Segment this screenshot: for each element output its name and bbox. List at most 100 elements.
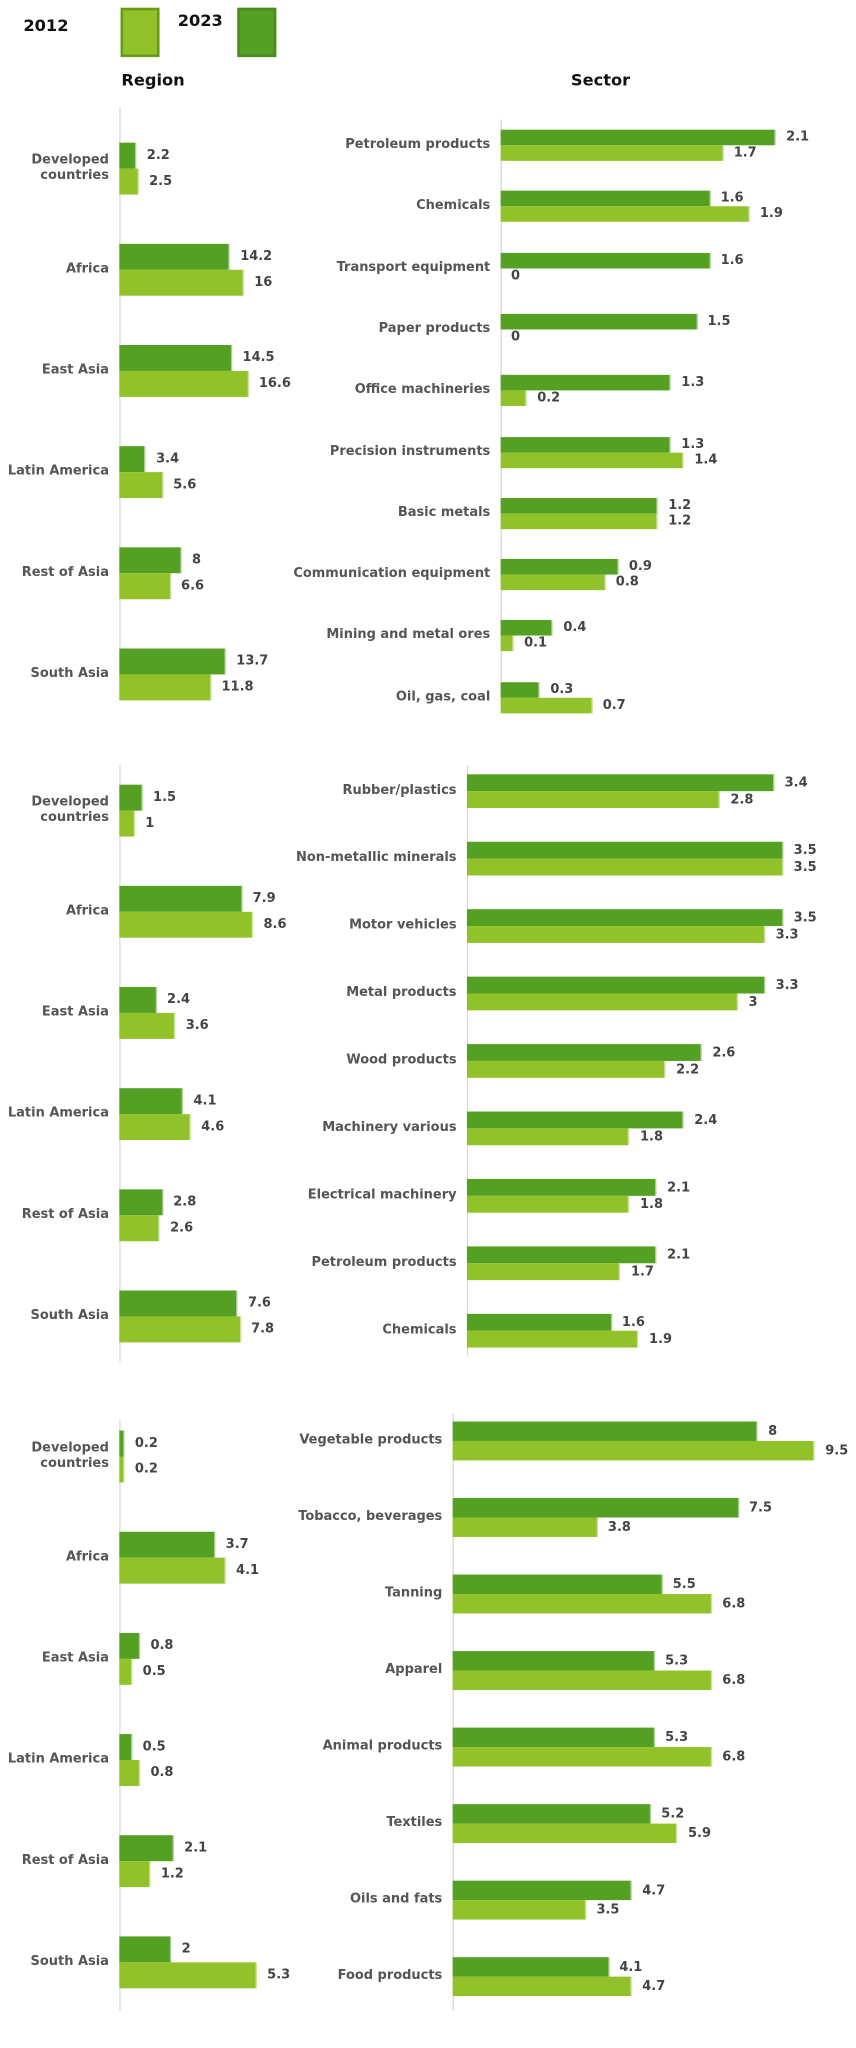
- bar-2023: [500, 559, 619, 575]
- bar-2012: [119, 1557, 226, 1584]
- bar-2012: [119, 472, 163, 499]
- bar-2012: [119, 1114, 191, 1141]
- bar-2023: [119, 243, 230, 270]
- value-label-2023: 5.2: [661, 1806, 685, 1821]
- value-label-2023: 7.9: [252, 891, 276, 906]
- value-label-2023: 2.6: [712, 1045, 736, 1060]
- bar-2023: [119, 1835, 174, 1862]
- value-label-2012: 3.8: [607, 1520, 631, 1535]
- value-label-2023: 1.5: [707, 314, 731, 329]
- value-label-2012: 5.6: [173, 477, 197, 493]
- category-label: Transport equipment: [336, 260, 491, 275]
- category-label: Apparel: [385, 1662, 443, 1678]
- bar-2023: [119, 648, 226, 675]
- bar-2012: [466, 1195, 630, 1213]
- category-label: Non-metallic minerals: [296, 850, 457, 866]
- value-label-2012: 5.9: [687, 1826, 711, 1841]
- category-label: Latin America: [7, 1752, 109, 1767]
- value-label-2023: 1.6: [621, 1315, 645, 1330]
- category-label: Rest of Asia: [21, 1207, 109, 1222]
- value-label-2023: 3.4: [784, 775, 808, 790]
- bar-2012: [119, 1456, 125, 1483]
- category-label: Developed countries: [31, 795, 109, 825]
- category-label: Africa: [65, 904, 109, 919]
- bar-2012: [119, 810, 135, 837]
- bar-2012: [119, 168, 139, 195]
- value-label-2012: 3.5: [793, 859, 817, 875]
- value-label-2023: 1.6: [720, 253, 744, 268]
- value-label-2012: 3.5: [596, 1902, 620, 1917]
- category-label: Office machineries: [354, 382, 491, 398]
- bar-2023: [119, 1088, 184, 1115]
- value-label-2023: 4.1: [193, 1094, 217, 1109]
- category-label: Latin America: [7, 1106, 109, 1121]
- category-label: Motor vehicles: [349, 918, 457, 933]
- value-label-2023: 0.9: [628, 559, 652, 575]
- region-title: Region: [121, 70, 185, 90]
- bar-2023: [466, 774, 775, 792]
- value-label-2012: 1.9: [649, 1332, 673, 1347]
- bar-2023: [500, 129, 776, 146]
- bar-2012: [452, 1900, 587, 1920]
- bar-2012: [500, 636, 514, 652]
- category-label: Animal products: [322, 1739, 443, 1754]
- bar-2012: [119, 674, 212, 701]
- category-label: East Asia: [41, 1651, 109, 1666]
- category-label: Rest of Asia: [21, 565, 109, 580]
- category-label: Petroleum products: [311, 1255, 457, 1270]
- value-label-2023: 1.3: [681, 375, 705, 390]
- value-label-2023: 3.4: [156, 452, 180, 467]
- category-label: Oil, gas, coal: [395, 689, 491, 704]
- bar-2012: [500, 513, 658, 529]
- category-label: Vegetable products: [299, 1433, 443, 1448]
- value-label-2023: 2.8: [173, 1195, 197, 1210]
- value-label-2012: 2.5: [149, 174, 173, 189]
- value-label-2023: 7.6: [247, 1296, 271, 1311]
- value-label-2023: 1.5: [153, 790, 177, 805]
- value-label-2012: 2.6: [170, 1221, 194, 1236]
- bar-2023: [119, 142, 137, 169]
- bar-2012: [500, 697, 593, 713]
- category-label: Rest of Asia: [21, 1853, 109, 1868]
- bar-2012: [452, 1976, 632, 1997]
- value-label-2023: 4.7: [642, 1883, 666, 1898]
- axis-line: [119, 1420, 121, 2011]
- value-label-2012: 1.7: [733, 145, 757, 161]
- bar-2023: [119, 987, 157, 1013]
- value-label-2012: 3: [748, 994, 758, 1010]
- axis-line: [500, 119, 502, 707]
- category-label: Africa: [65, 1549, 109, 1565]
- value-label-2012: 11.8: [221, 680, 254, 695]
- value-label-2023: 5.3: [665, 1730, 689, 1745]
- bar-2012: [466, 1330, 639, 1348]
- category-label: Latin America: [7, 464, 109, 479]
- value-label-2012: 16: [254, 275, 273, 290]
- value-label-2012: 8.6: [263, 917, 287, 932]
- value-label-2023: 0.3: [550, 682, 574, 697]
- category-label: East Asia: [41, 363, 109, 378]
- category-label: Oils and fats: [350, 1892, 443, 1907]
- bar-2012: [500, 145, 724, 161]
- bar-2023: [500, 681, 540, 698]
- bar-2023: [466, 909, 784, 927]
- category-label: Metal products: [346, 985, 457, 1000]
- value-label-2023: 2.1: [786, 130, 810, 145]
- legend-label-2023: 2023: [177, 10, 223, 30]
- value-label-2023: 1.6: [720, 191, 744, 206]
- legend-swatch-2012: [120, 7, 160, 58]
- value-label-2012: 6.8: [722, 1749, 746, 1764]
- bar-2023: [452, 1421, 758, 1441]
- axis-line: [452, 1413, 454, 2011]
- category-label: South Asia: [30, 1308, 109, 1323]
- bar-2012: [452, 1823, 678, 1844]
- bar-2023: [119, 547, 182, 574]
- bar-2023: [119, 1734, 133, 1761]
- value-label-2012: 1.2: [160, 1867, 184, 1882]
- bar-2023: [500, 375, 671, 391]
- value-label-2023: 2.2: [146, 148, 170, 163]
- value-label-2012: 3.6: [185, 1018, 209, 1034]
- value-label-2012: 1.9: [759, 207, 783, 222]
- value-label-2012: 0: [511, 268, 521, 283]
- value-label-2023: 2: [181, 1942, 191, 1957]
- category-label: Tanning: [384, 1586, 443, 1601]
